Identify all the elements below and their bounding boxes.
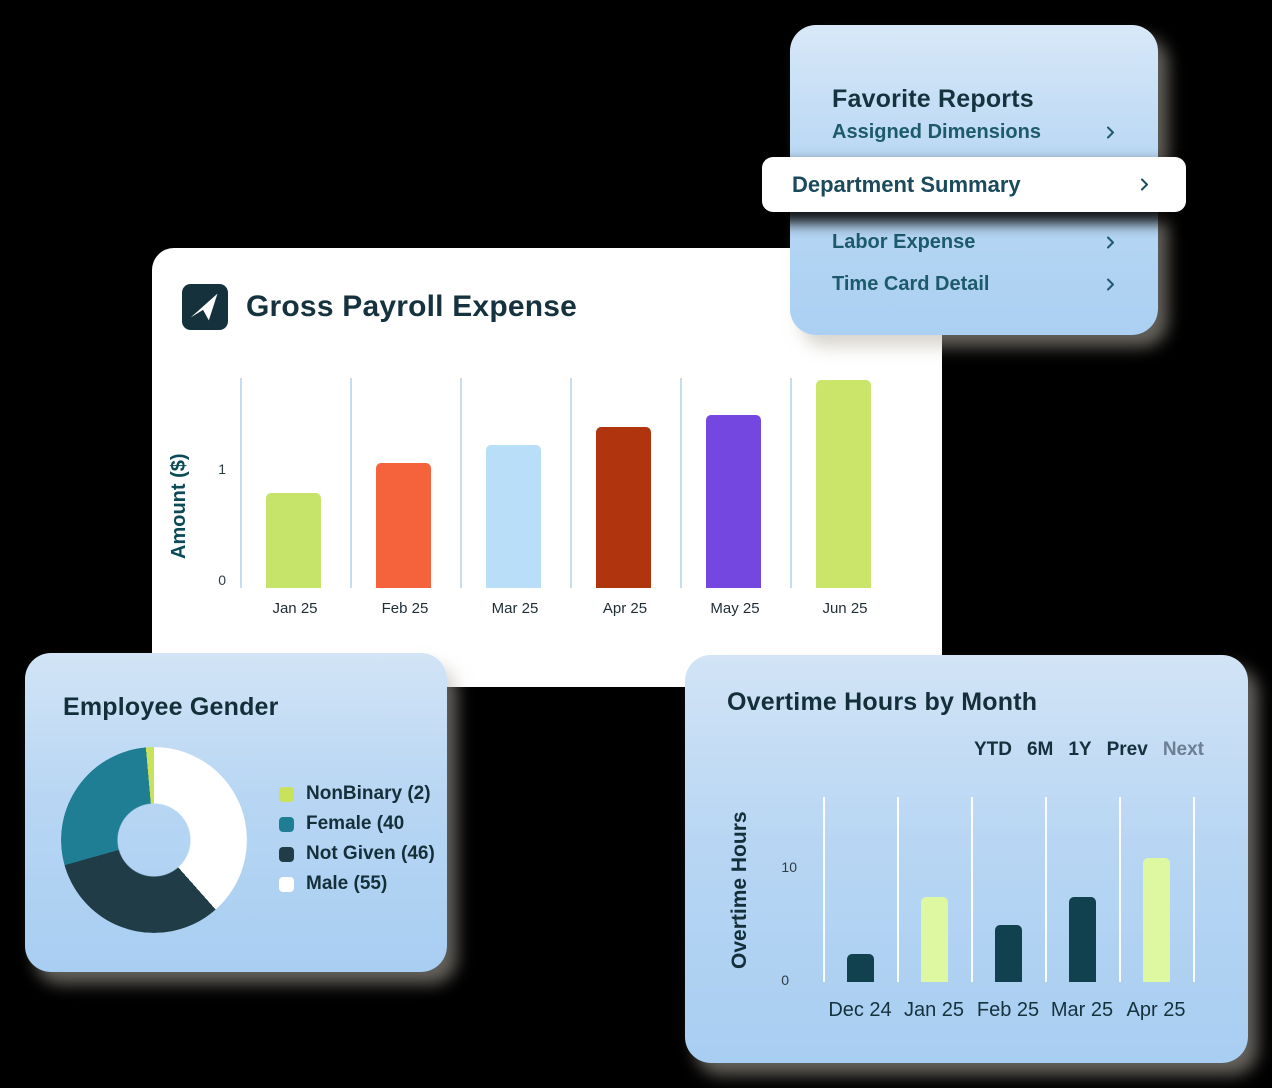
overtime-end-gridline	[1193, 797, 1195, 982]
favorite-reports-title: Favorite Reports	[832, 85, 1034, 113]
payroll-column	[790, 378, 900, 588]
range-button-ytd[interactable]: YTD	[973, 739, 1012, 760]
legend-item: Male (55)	[279, 873, 435, 895]
overtime-column	[971, 797, 1045, 982]
range-button-next[interactable]: Next	[1162, 739, 1204, 760]
gross-payroll-title: Gross Payroll Expense	[246, 290, 578, 323]
favorite-report-item[interactable]: Time Card Detail	[832, 263, 1118, 305]
gridline	[790, 378, 792, 588]
overtime-bar-chart	[823, 797, 1197, 982]
overtime-bar	[1069, 897, 1096, 982]
payroll-bar	[596, 427, 651, 588]
overtime-y-axis-label: Overtime Hours	[728, 811, 751, 969]
legend-item: NonBinary (2)	[279, 783, 435, 805]
employee-gender-card: Employee Gender NonBinary (2) Female (40 N…	[25, 653, 447, 972]
payroll-column	[680, 378, 790, 588]
chevron-right-icon	[1103, 235, 1118, 250]
x-axis-label: Jan 25	[272, 600, 318, 617]
gridline	[1119, 797, 1121, 982]
send-arrow-icon	[182, 284, 228, 330]
x-axis-label: Dec 24	[828, 999, 892, 1021]
payroll-column	[570, 378, 680, 588]
x-axis-label: Jun 25	[822, 600, 868, 617]
overtime-y-tick-0: 0	[781, 972, 789, 988]
time-range-controls: YTD 6M 1Y Prev Next	[974, 739, 1204, 761]
x-axis-label: Mar 25	[1050, 999, 1114, 1021]
x-axis-label: Jan 25	[903, 999, 965, 1021]
gridline	[460, 378, 462, 588]
payroll-column	[460, 378, 570, 588]
legend-swatch	[279, 846, 294, 862]
payroll-bar	[486, 445, 541, 588]
payroll-bar	[816, 380, 871, 588]
range-button-6m[interactable]: 6M	[1026, 739, 1054, 760]
gridline	[240, 378, 242, 588]
payroll-column	[350, 378, 460, 588]
payroll-bar-chart	[240, 378, 904, 588]
gridline	[823, 797, 825, 982]
overtime-hours-card: Overtime Hours by Month YTD 6M 1Y Prev Next …	[685, 655, 1248, 1063]
legend-item: Female (40	[279, 813, 435, 835]
overtime-x-axis-labels: Dec 24 Jan 25 Feb 25 Mar 25 Apr 25	[823, 999, 1197, 1022]
employee-gender-title: Employee Gender	[63, 693, 279, 721]
favorite-report-item[interactable]: Assigned Dimensions	[832, 111, 1118, 153]
x-axis-label: Feb 25	[381, 600, 429, 617]
overtime-bar	[995, 925, 1022, 982]
x-axis-label: Feb 25	[976, 999, 1040, 1021]
legend-label: Male (55)	[306, 873, 388, 894]
overtime-column	[823, 797, 897, 982]
legend-label: Not Given (46)	[306, 843, 435, 864]
overtime-hours-title: Overtime Hours by Month	[727, 688, 1038, 716]
overtime-bar	[1143, 858, 1170, 982]
legend-swatch	[279, 876, 294, 892]
x-axis-label: Apr 25	[602, 600, 648, 617]
gender-legend: NonBinary (2) Female (40 Not Given (46) Mal…	[279, 783, 435, 895]
gross-payroll-header: Gross Payroll Expense	[182, 284, 577, 330]
overtime-bar	[921, 897, 948, 982]
gridline	[1193, 797, 1195, 982]
gridline	[971, 797, 973, 982]
overtime-bar	[847, 954, 874, 982]
favorite-report-item[interactable]: Department Summary	[762, 157, 1186, 212]
payroll-bar	[376, 463, 431, 588]
overtime-column	[1119, 797, 1193, 982]
legend-item: Not Given (46)	[279, 843, 435, 865]
payroll-bar	[266, 493, 321, 588]
chevron-right-icon	[1137, 177, 1152, 192]
legend-label: Female (40	[306, 813, 405, 834]
legend-label: NonBinary (2)	[306, 783, 431, 804]
favorite-report-item-label: Time Card Detail	[832, 272, 990, 295]
payroll-y-tick-0: 0	[218, 572, 226, 588]
chevron-right-icon	[1103, 277, 1118, 292]
legend-swatch	[279, 816, 294, 832]
payroll-y-axis-label: Amount ($)	[168, 453, 190, 559]
gridline	[897, 797, 899, 982]
gridline	[1045, 797, 1047, 982]
overtime-column	[897, 797, 971, 982]
gridline	[350, 378, 352, 588]
overtime-column	[1045, 797, 1119, 982]
payroll-bar	[706, 415, 761, 588]
x-axis-label: Mar 25	[491, 600, 539, 617]
range-button-prev[interactable]: Prev	[1106, 739, 1148, 760]
favorite-reports-card: Favorite Reports Assigned Dimensions Depa…	[762, 25, 1186, 335]
x-axis-label: May 25	[710, 600, 760, 617]
payroll-y-tick-1: 1	[218, 461, 226, 477]
chevron-right-icon	[1103, 125, 1118, 140]
favorite-report-item-label: Assigned Dimensions	[832, 120, 1041, 143]
gender-donut-chart	[61, 747, 247, 933]
payroll-x-axis-labels: Jan 25 Feb 25 Mar 25 Apr 25 May 25 Jun 25	[240, 600, 904, 617]
gridline	[570, 378, 572, 588]
favorite-report-item-label: Department Summary	[792, 171, 1021, 197]
favorite-report-item-label: Labor Expense	[832, 230, 976, 253]
gridline	[680, 378, 682, 588]
overtime-y-tick-10: 10	[781, 859, 797, 875]
x-axis-label: Apr 25	[1126, 999, 1186, 1021]
legend-swatch	[279, 786, 294, 802]
payroll-column	[240, 378, 350, 588]
favorite-report-item[interactable]: Labor Expense	[832, 221, 1118, 263]
range-button-1y[interactable]: 1Y	[1068, 739, 1092, 760]
